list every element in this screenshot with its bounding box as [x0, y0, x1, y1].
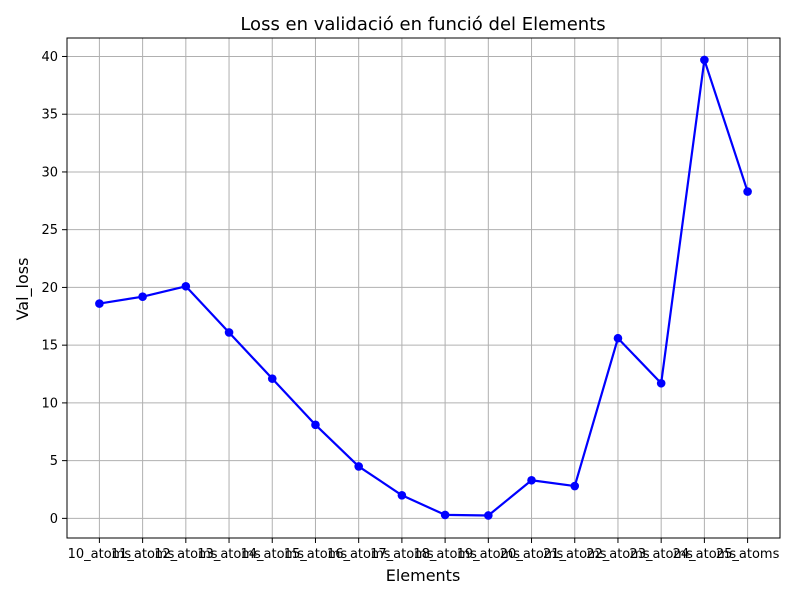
data-point: [311, 420, 320, 430]
x-tick-label: 21_atoms: [543, 547, 607, 562]
grid: [67, 38, 780, 538]
data-point: [527, 475, 536, 485]
y-tick-label: 25: [41, 223, 58, 238]
x-axis-label: Elements: [386, 566, 461, 585]
data-point: [743, 187, 752, 196]
y-tick-label: 30: [41, 165, 58, 180]
x-tick-label: 24_atoms: [673, 547, 737, 562]
x-tick-label: 13_atoms: [197, 547, 261, 562]
x-tick-label: 11_atoms: [111, 547, 175, 562]
data-point: [224, 328, 234, 337]
data-point: [613, 333, 623, 343]
x-tick-label: 17_atoms: [370, 547, 434, 562]
x-tick-label: 12_atoms: [154, 547, 218, 562]
series-layer: [95, 55, 752, 520]
y-tick-label: 20: [41, 281, 58, 296]
data-point: [95, 299, 104, 308]
x-tick-label: 10_atoms: [68, 547, 132, 562]
x-tick-label: 23_atoms: [629, 547, 693, 562]
data-point: [354, 462, 363, 471]
chart-title: Loss en validació en funció del Elements: [240, 14, 605, 35]
y-axis-label: Val_loss: [13, 258, 33, 321]
data-point: [397, 490, 407, 500]
series-line: [99, 58, 749, 517]
x-tick-label: 14_atoms: [241, 547, 305, 562]
x-tick-label: 15_atoms: [284, 547, 348, 562]
x-tick-label: 25_atoms: [716, 547, 780, 562]
data-point: [656, 378, 666, 388]
y-axis-ticks: 0 5 10 15 20 25 30 35 40: [41, 50, 67, 527]
y-tick-label: 15: [41, 339, 58, 354]
y-tick-label: 35: [41, 108, 58, 123]
data-point: [700, 55, 709, 65]
data-point: [484, 511, 493, 520]
y-tick-label: 5: [50, 454, 58, 469]
x-tick-label: 22_atoms: [586, 547, 650, 562]
x-tick-label: 19_atoms: [457, 547, 521, 562]
data-point: [138, 292, 147, 301]
data-point: [570, 481, 580, 491]
x-tick-label: 18_atoms: [413, 547, 477, 562]
x-axis-ticks: 10_atoms11_atoms12_atoms13_atoms14_atoms…: [68, 538, 780, 562]
plot-frame: [66, 37, 781, 539]
data-point: [181, 281, 191, 291]
data-point: [267, 374, 277, 383]
y-tick-label: 0: [50, 512, 58, 527]
x-tick-label: 20_atoms: [500, 547, 564, 562]
y-tick-label: 10: [41, 396, 58, 411]
y-tick-label: 40: [41, 50, 58, 65]
x-tick-label: 16_atoms: [327, 547, 391, 562]
data-point: [440, 510, 450, 520]
